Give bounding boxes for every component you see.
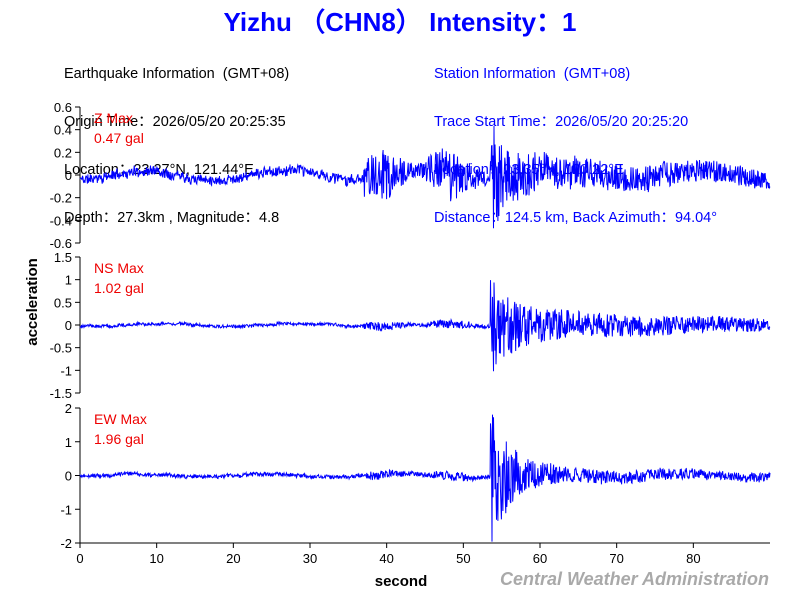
max-value-z: 0.47 gal bbox=[94, 130, 144, 146]
station-info: Station Information (GMT+08) Trace Start… bbox=[434, 34, 717, 242]
y-tick-label: 0 bbox=[65, 469, 72, 484]
x-tick-label: 60 bbox=[533, 551, 547, 566]
max-label-z: Z Max bbox=[94, 110, 133, 126]
y-tick-label: 1.5 bbox=[54, 250, 72, 265]
y-tick-label: -1 bbox=[60, 502, 72, 517]
origin-time: Origin Time：2026/05/20 20:25:35 bbox=[64, 114, 286, 130]
credit-watermark: Central Weather Administration bbox=[499, 569, 769, 589]
y-tick-label: 0.2 bbox=[54, 145, 72, 160]
max-value-ns: 1.02 gal bbox=[94, 280, 144, 296]
y-tick-label: -1 bbox=[60, 363, 72, 378]
y-tick-label: 0.6 bbox=[54, 100, 72, 115]
trace-ns bbox=[79, 280, 771, 372]
y-tick-label: -0.6 bbox=[50, 236, 72, 251]
y-axis-label: acceleration bbox=[24, 258, 41, 346]
epicenter-location: Location：23.27°N, 121.44°E bbox=[64, 162, 254, 178]
y-tick-label: 1 bbox=[65, 273, 72, 288]
y-tick-label: 1 bbox=[65, 435, 72, 450]
trace-ew bbox=[79, 414, 771, 542]
trace-start-time: Trace Start Time：2026/05/20 20:25:20 bbox=[434, 114, 689, 130]
y-tick-label: 0.4 bbox=[54, 123, 72, 138]
x-axis-label: second bbox=[375, 573, 428, 590]
y-tick-label: 0.5 bbox=[54, 295, 72, 310]
max-label-ns: NS Max bbox=[94, 260, 144, 276]
depth-magnitude: Depth：27.3km , Magnitude：4.8 bbox=[64, 210, 280, 226]
x-tick-label: 80 bbox=[686, 551, 700, 566]
y-tick-label: 2 bbox=[65, 401, 72, 416]
y-tick-label: -0.4 bbox=[50, 213, 72, 228]
x-tick-label: 0 bbox=[76, 551, 83, 566]
max-value-ew: 1.96 gal bbox=[94, 431, 144, 447]
x-tick-label: 40 bbox=[379, 551, 393, 566]
y-tick-label: 0 bbox=[65, 318, 72, 333]
trace-z bbox=[79, 125, 771, 229]
x-tick-label: 70 bbox=[609, 551, 623, 566]
station-info-heading: Station Information (GMT+08) bbox=[434, 66, 631, 82]
y-tick-label: -0.2 bbox=[50, 191, 72, 206]
y-tick-label: -0.5 bbox=[50, 341, 72, 356]
x-tick-label: 50 bbox=[456, 551, 470, 566]
earthquake-info-heading: Earthquake Information (GMT+08) bbox=[64, 66, 290, 82]
x-tick-label: 10 bbox=[149, 551, 163, 566]
y-tick-label: -2 bbox=[60, 536, 72, 551]
x-tick-label: 30 bbox=[303, 551, 317, 566]
distance-azimuth: Distance：124.5 km, Back Azimuth：94.04° bbox=[434, 210, 718, 226]
max-label-ew: EW Max bbox=[94, 411, 147, 427]
earthquake-info: Earthquake Information (GMT+08) Origin T… bbox=[64, 34, 289, 242]
x-tick-label: 20 bbox=[226, 551, 240, 566]
y-tick-label: -1.5 bbox=[50, 386, 72, 401]
page-title: Yizhu （CHN8） Intensity：1 bbox=[223, 7, 577, 37]
y-tick-label: 0 bbox=[65, 168, 72, 183]
